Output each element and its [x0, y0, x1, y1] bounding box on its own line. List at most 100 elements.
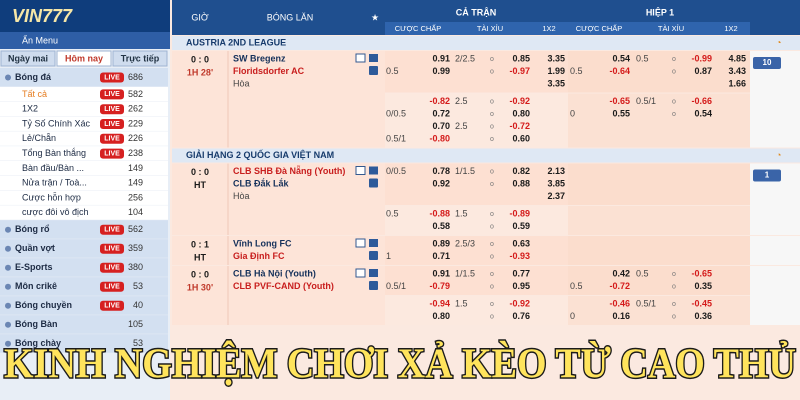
- menu-label[interactable]: Bàn đầu/Bàn ...: [22, 163, 84, 173]
- odds-value[interactable]: 0.54: [612, 53, 630, 63]
- team-name[interactable]: CLB PVF-CAND (Youth): [233, 281, 334, 291]
- stats-icon[interactable]: [355, 238, 366, 248]
- team-name[interactable]: SW Bregenz: [233, 53, 286, 63]
- odds-value[interactable]: 0.54: [694, 108, 712, 118]
- odds-value[interactable]: -0.99: [691, 53, 712, 63]
- odds-value[interactable]: 0.78: [432, 166, 450, 176]
- odds-value[interactable]: 0.77: [512, 268, 530, 278]
- menu-label[interactable]: Lẻ/Chẵn: [22, 133, 56, 143]
- hide-menu[interactable]: Ẩn Menu: [22, 34, 58, 45]
- menu-label[interactable]: Bóng rổ: [15, 224, 50, 234]
- sport-row[interactable]: [0, 220, 168, 239]
- odds-value[interactable]: 0.99: [432, 66, 450, 76]
- sub-row[interactable]: [0, 87, 168, 102]
- odds-value[interactable]: 0.36: [694, 311, 712, 321]
- odds-value[interactable]: 0.72: [432, 108, 450, 118]
- tab-label[interactable]: Hôm nay: [65, 53, 103, 63]
- odds-value[interactable]: 1.66: [728, 78, 746, 88]
- live-icon[interactable]: [369, 178, 378, 188]
- odds-value[interactable]: 0.82: [512, 166, 530, 176]
- odds-value[interactable]: 0.85: [512, 53, 530, 63]
- menu-label[interactable]: cược đôi vô địch: [22, 207, 88, 217]
- team-name[interactable]: Hòa: [233, 78, 250, 88]
- sub-row[interactable]: [0, 205, 168, 220]
- more-button[interactable]: [753, 57, 781, 69]
- odds-value[interactable]: -0.65: [691, 268, 712, 278]
- odds-value[interactable]: 0.88: [512, 178, 530, 188]
- more-count[interactable]: 10: [763, 58, 772, 67]
- menu-label[interactable]: Tổng Bàn thắng: [22, 148, 86, 158]
- odds-value[interactable]: -0.66: [691, 96, 712, 106]
- sport-row[interactable]: [0, 296, 168, 315]
- odds-value[interactable]: -0.80: [429, 133, 450, 143]
- live-icon[interactable]: [369, 281, 378, 290]
- odds-value[interactable]: 1.99: [547, 66, 565, 76]
- odds-value[interactable]: 0.89: [432, 238, 450, 248]
- live-icon[interactable]: [369, 251, 378, 260]
- menu-label[interactable]: 1X2: [22, 104, 38, 114]
- sub-row[interactable]: [0, 175, 168, 191]
- odds-value[interactable]: -0.94: [429, 298, 450, 308]
- odds-value[interactable]: -0.46: [609, 298, 630, 308]
- team-name[interactable]: CLB Hà Nội (Youth): [233, 268, 316, 278]
- odds-value[interactable]: 0.59: [512, 221, 530, 231]
- odds-value[interactable]: 3.35: [547, 53, 565, 63]
- sport-row[interactable]: [0, 239, 168, 258]
- team-name[interactable]: CLB Đắk Lắk: [233, 177, 290, 188]
- odds-value[interactable]: 2.13: [547, 166, 565, 176]
- fav-icon[interactable]: [369, 166, 378, 175]
- menu-label[interactable]: Bóng chuyền: [15, 300, 72, 310]
- odds-value[interactable]: -0.72: [509, 121, 530, 131]
- sport-row[interactable]: [0, 258, 168, 277]
- fav-icon[interactable]: [369, 54, 378, 62]
- menu-label[interactable]: Bóng chày: [15, 338, 61, 348]
- odds-value[interactable]: 0.71: [432, 251, 450, 261]
- team-name[interactable]: Vĩnh Long FC: [233, 238, 292, 248]
- sub-row[interactable]: [0, 101, 168, 117]
- odds-value[interactable]: -0.93: [509, 251, 530, 261]
- tab[interactable]: [112, 50, 168, 67]
- sub-row[interactable]: [0, 161, 168, 176]
- odds-value[interactable]: -0.65: [609, 96, 630, 106]
- odds-value[interactable]: 0.55: [612, 108, 630, 118]
- odds-value[interactable]: -0.72: [609, 281, 630, 291]
- menu-label[interactable]: Môn crikê: [15, 281, 57, 291]
- sport-row[interactable]: [0, 68, 168, 87]
- odds-value[interactable]: 0.95: [512, 281, 530, 291]
- odds-value[interactable]: -0.79: [429, 281, 450, 291]
- stats-icon[interactable]: [355, 53, 366, 63]
- menu-label[interactable]: Nửa trận / Toà...: [22, 178, 87, 188]
- odds-value[interactable]: -0.88: [429, 208, 450, 218]
- tab[interactable]: [0, 50, 56, 67]
- odds-value[interactable]: 3.85: [547, 178, 565, 188]
- team-name[interactable]: Gia Định FC: [233, 251, 285, 261]
- fav-icon[interactable]: [369, 239, 378, 247]
- sport-row[interactable]: [0, 334, 168, 353]
- odds-value[interactable]: 0.58: [432, 221, 450, 231]
- odds-value[interactable]: 0.80: [432, 311, 450, 321]
- sub-row[interactable]: [0, 116, 168, 131]
- menu-label[interactable]: Bóng đá: [15, 72, 52, 82]
- team-name[interactable]: CLB SHB Đà Nẵng (Youth): [233, 165, 345, 176]
- odds-value[interactable]: 0.87: [694, 66, 712, 76]
- menu-label[interactable]: Tất cả: [22, 89, 47, 99]
- odds-value[interactable]: -0.89: [509, 208, 530, 218]
- stats-icon[interactable]: [355, 268, 366, 278]
- live-icon[interactable]: [369, 66, 378, 75]
- more-count[interactable]: 1: [765, 171, 770, 180]
- tab-label[interactable]: Trực tiếp: [121, 53, 160, 63]
- stats-icon[interactable]: [355, 166, 366, 175]
- odds-value[interactable]: 3.43: [728, 66, 746, 76]
- odds-value[interactable]: 3.35: [547, 78, 565, 88]
- star-icon[interactable]: ★: [371, 12, 379, 22]
- odds-value[interactable]: -0.92: [509, 96, 530, 106]
- odds-value[interactable]: 0.76: [512, 311, 530, 321]
- sub-row[interactable]: [0, 131, 168, 146]
- menu-label[interactable]: E-Sports: [15, 262, 53, 272]
- menu-label[interactable]: Tỷ Số Chính Xác: [22, 118, 91, 128]
- sport-row[interactable]: [0, 315, 168, 334]
- odds-value[interactable]: 2.37: [547, 191, 565, 201]
- odds-value[interactable]: 0.35: [694, 281, 712, 291]
- sub-row[interactable]: [0, 190, 168, 205]
- odds-value[interactable]: 0.42: [612, 268, 630, 278]
